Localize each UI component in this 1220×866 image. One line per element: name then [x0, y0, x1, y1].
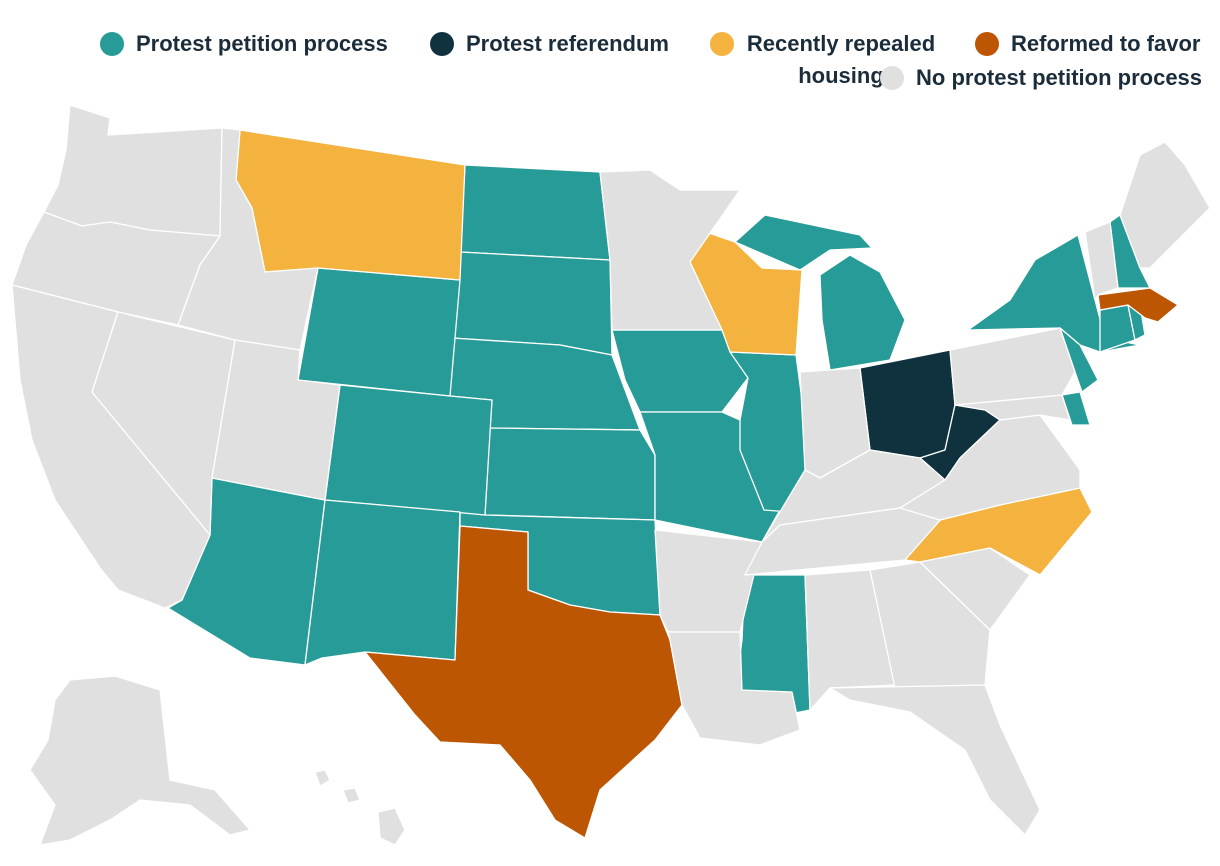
legend: Protest petition process Protest referen…: [100, 28, 1210, 98]
state-id: [177, 127, 319, 351]
legend-label: Protest petition process: [136, 31, 388, 56]
state-me: [1119, 141, 1211, 269]
legend-item-protest-petition-process: Protest petition process: [100, 28, 388, 60]
state-sc: [919, 547, 1031, 631]
legend-label: Recently repealed housing: [746, 31, 936, 88]
legend-label: Reformed to favor: [1011, 31, 1201, 56]
legend-swatch-repealed: [710, 32, 734, 56]
state-wi: [689, 229, 803, 356]
legend-label: No protest petition process: [916, 65, 1203, 90]
legend-swatch-reformed: [975, 32, 999, 56]
legend-swatch-petition: [100, 32, 124, 56]
state-ak: [29, 675, 251, 846]
state-mn: [599, 169, 741, 331]
state-pa: [949, 327, 1076, 406]
state-oh: [859, 349, 956, 459]
us-states-map: [11, 104, 1211, 846]
state-wy: [297, 267, 461, 397]
state-hi: [314, 769, 406, 846]
legend-item-protest-referendum: Protest referendum: [430, 28, 669, 60]
state-ks: [484, 427, 656, 521]
state-nd: [459, 164, 611, 261]
legend-item-reformed-to-favor: Reformed to favor: [975, 28, 1200, 60]
state-vt: [1084, 221, 1119, 301]
state-mt: [235, 129, 466, 281]
state-fl: [829, 684, 1041, 836]
state-va: [899, 414, 1081, 521]
state-al: [804, 569, 896, 711]
state-ut: [211, 339, 341, 501]
legend-swatch-referendum: [430, 32, 454, 56]
state-ma: [1097, 287, 1179, 323]
state-ga: [869, 561, 991, 689]
state-co: [324, 384, 493, 516]
legend-label: Protest referendum: [466, 31, 669, 56]
state-la: [667, 631, 801, 746]
state-nm: [304, 499, 461, 666]
legend-swatch-none: [880, 66, 904, 90]
legend-item-no-protest-petition: No protest petition process: [880, 62, 1202, 94]
legend-item-recently-repealed: Recently repealed housing: [710, 28, 940, 92]
state-tx: [364, 525, 683, 839]
state-wa: [43, 104, 223, 237]
